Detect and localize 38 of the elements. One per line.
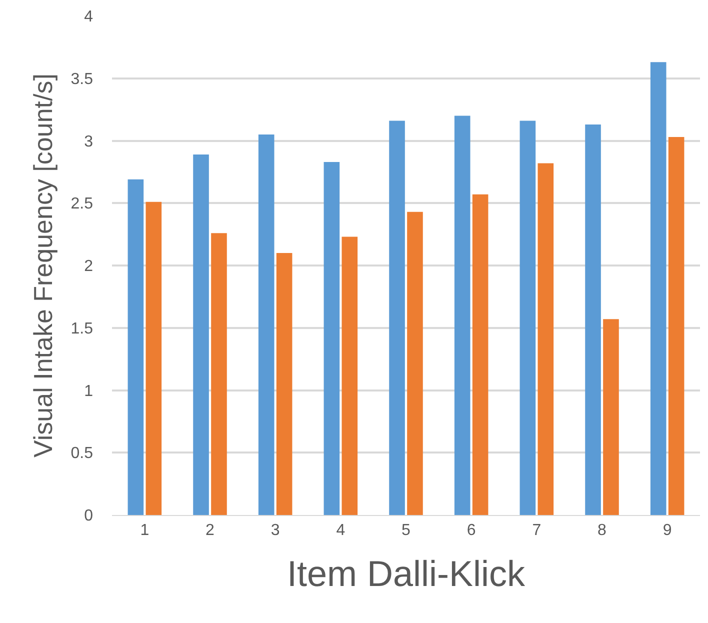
y-tick-label: 0 — [84, 508, 94, 525]
x-tick-label: 2 — [206, 522, 215, 540]
bar — [276, 253, 292, 515]
y-tick-label: 0.5 — [70, 445, 94, 462]
x-tick-label: 3 — [270, 522, 280, 540]
x-axis-title: Item Dalli-Klick — [286, 552, 526, 594]
x-tick-label: 6 — [466, 522, 476, 540]
x-tick-label: 1 — [140, 522, 150, 540]
x-tick-label: 5 — [402, 522, 411, 540]
bar — [146, 202, 162, 515]
y-tick-label: 3 — [84, 133, 94, 150]
bar — [342, 236, 358, 515]
bar — [389, 120, 405, 515]
bar — [128, 179, 144, 515]
x-tick-label: 9 — [662, 522, 672, 540]
bar — [603, 319, 619, 515]
y-tick-label: 2.5 — [70, 196, 94, 213]
bar — [520, 120, 536, 515]
bar — [193, 154, 209, 515]
bar — [668, 137, 684, 515]
y-tick-label: 2 — [84, 258, 94, 276]
bar — [454, 116, 470, 515]
bar — [211, 233, 227, 515]
x-tick-label: 4 — [336, 522, 346, 540]
y-tick-label: 4 — [84, 8, 94, 26]
bar — [407, 212, 423, 515]
bar — [585, 124, 601, 515]
y-tick-label: 1.5 — [70, 320, 94, 338]
bar — [472, 194, 488, 515]
y-tick-label: 3.5 — [70, 70, 94, 88]
y-tick-label: 1 — [84, 382, 94, 400]
bar — [650, 62, 666, 515]
bar — [324, 162, 340, 515]
x-tick-label: 7 — [532, 522, 542, 540]
y-axis-title: Visual Intake Frequency [count/s] — [28, 74, 58, 458]
x-tick-label: 8 — [598, 522, 607, 540]
bar — [258, 134, 274, 515]
bar — [538, 163, 554, 515]
